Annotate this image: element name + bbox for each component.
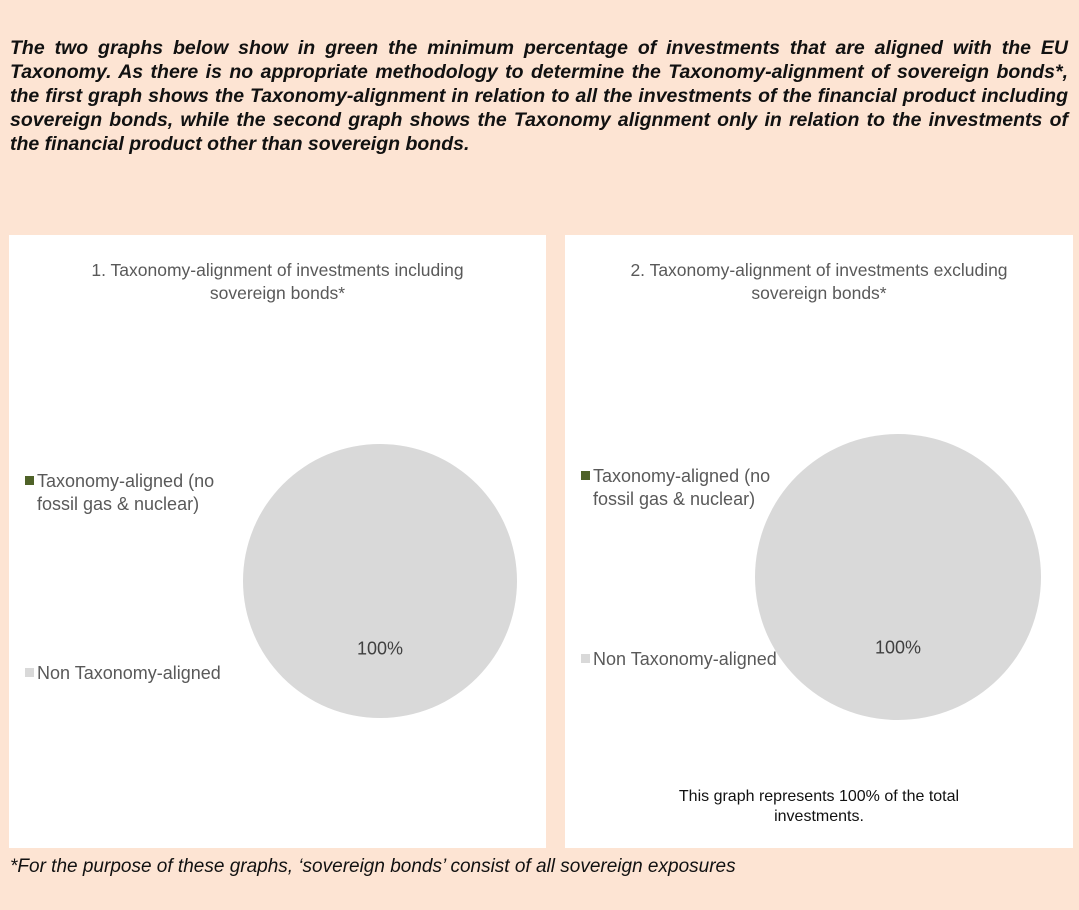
legend-item: Non Taxonomy-aligned — [581, 648, 808, 671]
legend-item: Non Taxonomy-aligned — [25, 662, 252, 685]
data-label: 100% — [357, 638, 403, 658]
chart-note-text: This graph represents 100% of the total … — [678, 788, 960, 825]
footnote: *For the purpose of these graphs, ‘sover… — [10, 856, 736, 877]
chart-title: 1. Taxonomy-alignment of investments inc… — [9, 259, 546, 305]
pie-slice — [755, 434, 1041, 720]
legend-label: Non Taxonomy-aligned — [593, 649, 777, 669]
data-label: 100% — [875, 637, 921, 657]
legend-swatch — [581, 471, 590, 480]
legend-swatch — [25, 668, 34, 677]
chart-note: This graph represents 100% of the total … — [565, 787, 1073, 827]
legend-swatch — [581, 654, 590, 663]
legend-label: Non Taxonomy-aligned — [37, 663, 221, 683]
legend-swatch — [25, 476, 34, 485]
chart-box: 2. Taxonomy-alignment of investments exc… — [565, 235, 1073, 848]
chart-title: 2. Taxonomy-alignment of investments exc… — [565, 259, 1073, 305]
intro-text: The two graphs below show in green the m… — [10, 37, 1068, 155]
chart-title-text: 1. Taxonomy-alignment of investments inc… — [91, 260, 464, 303]
chart-box: 1. Taxonomy-alignment of investments inc… — [9, 235, 546, 848]
legend-item: Taxonomy-aligned (no fossil gas & nuclea… — [581, 465, 808, 511]
chart-title-text: 2. Taxonomy-alignment of investments exc… — [630, 260, 1008, 303]
pie-chart: 100% — [243, 444, 517, 718]
legend-label: Taxonomy-aligned (no fossil gas & nuclea… — [37, 471, 215, 514]
legend-item: Taxonomy-aligned (no fossil gas & nuclea… — [25, 470, 252, 516]
pie-chart: 100% — [755, 434, 1041, 720]
legend-label: Taxonomy-aligned (no fossil gas & nuclea… — [593, 466, 771, 509]
pie-slice — [243, 444, 517, 718]
